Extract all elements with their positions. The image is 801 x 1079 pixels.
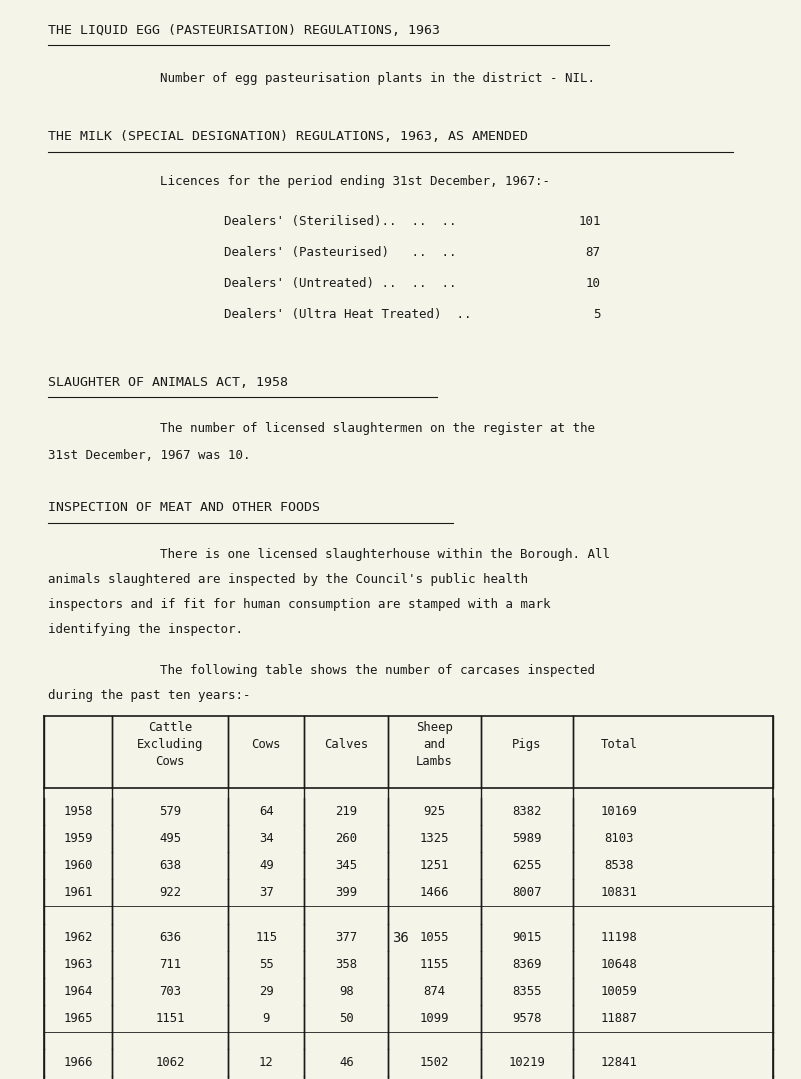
Text: 10219: 10219 <box>508 1056 545 1069</box>
Text: 8538: 8538 <box>604 859 634 872</box>
Text: Number of egg pasteurisation plants in the district - NIL.: Number of egg pasteurisation plants in t… <box>160 72 595 85</box>
Text: 10: 10 <box>586 277 601 290</box>
Text: 31st December, 1967 was 10.: 31st December, 1967 was 10. <box>48 449 251 462</box>
Text: 1963: 1963 <box>63 958 93 971</box>
Text: The number of licensed slaughtermen on the register at the: The number of licensed slaughtermen on t… <box>160 422 595 435</box>
Text: 1151: 1151 <box>155 1012 185 1025</box>
Text: 1502: 1502 <box>420 1056 449 1069</box>
Text: 1965: 1965 <box>63 1012 93 1025</box>
Text: 11887: 11887 <box>600 1012 638 1025</box>
Text: 11198: 11198 <box>600 931 638 944</box>
Text: 874: 874 <box>424 985 445 998</box>
Text: 9015: 9015 <box>512 931 541 944</box>
Text: 10169: 10169 <box>600 805 638 818</box>
Text: 1466: 1466 <box>420 886 449 899</box>
Text: 37: 37 <box>259 886 274 899</box>
Text: 115: 115 <box>256 931 277 944</box>
Text: 711: 711 <box>159 958 181 971</box>
Text: 358: 358 <box>336 958 357 971</box>
Text: 1960: 1960 <box>63 859 93 872</box>
Text: The following table shows the number of carcases inspected: The following table shows the number of … <box>160 664 595 677</box>
Text: 1966: 1966 <box>63 1056 93 1069</box>
Text: 1062: 1062 <box>155 1056 185 1069</box>
Text: 579: 579 <box>159 805 181 818</box>
Text: Cows: Cows <box>252 738 281 751</box>
Text: 8103: 8103 <box>604 832 634 845</box>
Text: 5: 5 <box>594 309 601 322</box>
Text: 6255: 6255 <box>512 859 541 872</box>
Text: 8369: 8369 <box>512 958 541 971</box>
Text: Total: Total <box>600 738 638 751</box>
Text: 1099: 1099 <box>420 1012 449 1025</box>
Text: 1325: 1325 <box>420 832 449 845</box>
Text: 55: 55 <box>259 958 274 971</box>
Text: 638: 638 <box>159 859 181 872</box>
Text: 9578: 9578 <box>512 1012 541 1025</box>
Text: 345: 345 <box>336 859 357 872</box>
Text: 29: 29 <box>259 985 274 998</box>
Text: 8007: 8007 <box>512 886 541 899</box>
Text: 1055: 1055 <box>420 931 449 944</box>
Text: 10831: 10831 <box>600 886 638 899</box>
Text: during the past ten years:-: during the past ten years:- <box>48 688 251 701</box>
Text: 1961: 1961 <box>63 886 93 899</box>
Text: 50: 50 <box>339 1012 354 1025</box>
Text: 399: 399 <box>336 886 357 899</box>
Text: 922: 922 <box>159 886 181 899</box>
Text: animals slaughtered are inspected by the Council's public health: animals slaughtered are inspected by the… <box>48 573 528 586</box>
Text: THE MILK (SPECIAL DESIGNATION) REGULATIONS, 1963, AS AMENDED: THE MILK (SPECIAL DESIGNATION) REGULATIO… <box>48 131 528 144</box>
Text: 8382: 8382 <box>512 805 541 818</box>
Text: 1155: 1155 <box>420 958 449 971</box>
Text: 1958: 1958 <box>63 805 93 818</box>
Text: 101: 101 <box>578 216 601 229</box>
Text: 34: 34 <box>259 832 274 845</box>
Text: Pigs: Pigs <box>512 738 541 751</box>
Text: Dealers' (Pasteurised)   ..  ..: Dealers' (Pasteurised) .. .. <box>224 246 457 259</box>
Text: Dealers' (Ultra Heat Treated)  ..: Dealers' (Ultra Heat Treated) .. <box>224 309 472 322</box>
Text: 46: 46 <box>339 1056 354 1069</box>
Text: 925: 925 <box>424 805 445 818</box>
Text: 12841: 12841 <box>600 1056 638 1069</box>
Text: 1251: 1251 <box>420 859 449 872</box>
Text: Dealers' (Sterilised)..  ..  ..: Dealers' (Sterilised).. .. .. <box>224 216 457 229</box>
Text: 9: 9 <box>263 1012 270 1025</box>
Text: 49: 49 <box>259 859 274 872</box>
Text: 1959: 1959 <box>63 832 93 845</box>
Text: 636: 636 <box>159 931 181 944</box>
Text: Calves: Calves <box>324 738 368 751</box>
Text: 64: 64 <box>259 805 274 818</box>
Text: 377: 377 <box>336 931 357 944</box>
Text: 8355: 8355 <box>512 985 541 998</box>
Text: 5989: 5989 <box>512 832 541 845</box>
Text: Cattle
Excluding
Cows: Cattle Excluding Cows <box>137 721 203 768</box>
Text: Licences for the period ending 31st December, 1967:-: Licences for the period ending 31st Dece… <box>160 175 550 188</box>
Text: 1962: 1962 <box>63 931 93 944</box>
Text: 36: 36 <box>392 931 409 945</box>
Text: 10059: 10059 <box>600 985 638 998</box>
Text: 1964: 1964 <box>63 985 93 998</box>
Text: Sheep
and
Lambs: Sheep and Lambs <box>416 721 453 768</box>
Text: inspectors and if fit for human consumption are stamped with a mark: inspectors and if fit for human consumpt… <box>48 598 550 611</box>
Text: 10648: 10648 <box>600 958 638 971</box>
Text: 98: 98 <box>339 985 354 998</box>
Text: THE LIQUID EGG (PASTEURISATION) REGULATIONS, 1963: THE LIQUID EGG (PASTEURISATION) REGULATI… <box>48 24 440 37</box>
Text: SLAUGHTER OF ANIMALS ACT, 1958: SLAUGHTER OF ANIMALS ACT, 1958 <box>48 375 288 388</box>
Text: Dealers' (Untreated) ..  ..  ..: Dealers' (Untreated) .. .. .. <box>224 277 457 290</box>
Text: 260: 260 <box>336 832 357 845</box>
Text: 219: 219 <box>336 805 357 818</box>
Text: 87: 87 <box>586 246 601 259</box>
Text: 703: 703 <box>159 985 181 998</box>
Text: There is one licensed slaughterhouse within the Borough. All: There is one licensed slaughterhouse wit… <box>160 548 610 561</box>
Text: identifying the inspector.: identifying the inspector. <box>48 624 243 637</box>
Text: INSPECTION OF MEAT AND OTHER FOODS: INSPECTION OF MEAT AND OTHER FOODS <box>48 502 320 515</box>
Text: 12: 12 <box>259 1056 274 1069</box>
Text: 495: 495 <box>159 832 181 845</box>
